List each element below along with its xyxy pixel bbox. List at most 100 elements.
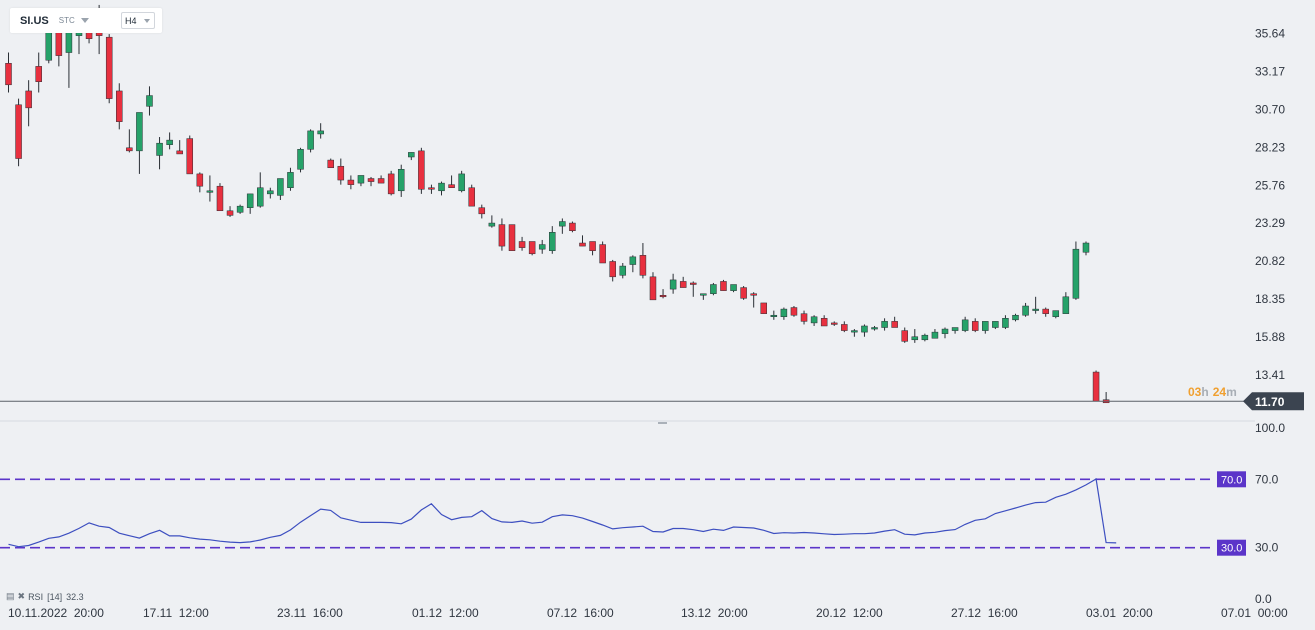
candle-up — [982, 321, 989, 331]
chevron-down-icon — [144, 18, 150, 23]
indicator-name: RSI — [28, 591, 44, 602]
candle-down — [15, 104, 22, 159]
candle-down — [579, 242, 586, 247]
candle-down — [105, 36, 113, 99]
candle-up — [236, 205, 244, 213]
time-tick-label: 17.11 12:00 — [143, 606, 209, 620]
candle-down — [760, 302, 767, 314]
candle-up — [559, 221, 566, 227]
candle-down — [569, 222, 576, 231]
candle-down — [690, 282, 697, 285]
candle-up — [538, 244, 546, 250]
candle-down — [196, 173, 204, 187]
time-tick-label: 07.12 16:00 — [547, 606, 614, 620]
last-price-label: 11.70 — [1243, 392, 1304, 411]
candle-down — [498, 224, 506, 247]
candle-down — [387, 173, 395, 195]
candle-up — [357, 175, 365, 184]
candle-up — [287, 172, 294, 188]
time-tick-label: 10.11.2022 20:00 — [8, 606, 104, 620]
candle-up — [488, 222, 496, 227]
pane-resize-handle[interactable] — [658, 422, 667, 424]
candle-up — [992, 321, 999, 328]
candle-up — [1062, 296, 1070, 314]
candle-up — [881, 321, 888, 328]
candle-up — [669, 279, 677, 290]
candle-up — [619, 265, 627, 276]
rsi-level-label: 70.0 — [1221, 474, 1242, 486]
candle-down — [176, 150, 183, 155]
candle-down — [216, 185, 224, 212]
candle-down — [1042, 308, 1049, 314]
candle-down — [740, 287, 747, 299]
time-tick-label: 13.12 20:00 — [681, 606, 748, 620]
time-tick-label: 27.12 16:00 — [951, 606, 1018, 620]
symbol-label[interactable]: SI.US — [20, 14, 49, 27]
time-tick-label: 03.01 20:00 — [1086, 606, 1153, 620]
candle-down — [589, 241, 596, 251]
candle-up — [700, 293, 707, 296]
rsi-level-label: 30.0 — [1221, 543, 1242, 555]
candle-up — [730, 284, 737, 291]
rsi-tick-label: 30.0 — [1255, 541, 1279, 555]
candle-down — [649, 276, 657, 301]
indicator-value: 32.3 — [66, 591, 84, 602]
candle-up — [246, 193, 254, 208]
candle-up — [1032, 308, 1039, 311]
candle-up — [961, 319, 969, 331]
candle-down — [830, 322, 838, 325]
price-candles — [5, 4, 1110, 404]
candle-down — [35, 66, 42, 82]
last-price-value: 11.70 — [1255, 395, 1285, 409]
close-icon[interactable]: ✖ — [17, 591, 26, 601]
candle-up — [136, 112, 143, 152]
candle-up — [408, 152, 415, 158]
time-tick-label: 01.12 12:00 — [412, 606, 479, 620]
candle-up — [297, 149, 304, 170]
candle-up — [257, 187, 264, 207]
candle-down — [5, 63, 12, 86]
candle-up — [1082, 242, 1090, 253]
rsi-level-badge — [1217, 539, 1246, 556]
price-tick-label: 25.76 — [1255, 178, 1285, 192]
candle-up — [810, 316, 818, 324]
time-axis[interactable]: 10.11.2022 20:00 17.11 12:00 23.11 16:00 01… — [8, 606, 1288, 620]
candle-up — [267, 190, 274, 195]
candle-up — [277, 178, 284, 196]
candle-down — [468, 187, 475, 207]
candle-down — [367, 178, 375, 182]
price-tick-label: 30.70 — [1255, 102, 1285, 116]
time-tick-label: 23.11 16:00 — [277, 606, 343, 620]
candle-down — [720, 281, 727, 291]
price-tick-label: 18.35 — [1255, 292, 1285, 306]
price-tick-label: 15.88 — [1255, 330, 1285, 344]
rsi-tick-label: 100.0 — [1255, 421, 1285, 435]
chevron-down-icon[interactable] — [80, 18, 89, 23]
candle-up — [166, 139, 173, 145]
settings-icon[interactable]: ▤ — [6, 591, 15, 601]
price-axis[interactable]: 35.64 33.17 30.70 28.23 25.76 23.29 20.82 18.35… — [1255, 26, 1285, 381]
price-tick-label: 28.23 — [1255, 140, 1285, 154]
candle-down — [116, 90, 123, 122]
candle-down — [377, 178, 385, 184]
timeframe-value: H4 — [125, 15, 137, 26]
timeframe-select[interactable]: H4 — [121, 12, 155, 29]
candle-up — [438, 182, 445, 192]
countdown-hours-unit: h — [1201, 385, 1208, 399]
candle-down — [428, 187, 435, 190]
candle-up — [710, 284, 717, 294]
candle-down — [528, 241, 536, 255]
candle-down — [478, 207, 486, 215]
candle-down — [599, 244, 606, 264]
candle-down — [800, 313, 808, 322]
price-tick-label: 20.82 — [1255, 254, 1285, 268]
indicator-legend: ▤ ✖ RSI [14] 32.3 — [6, 591, 88, 602]
asset-class-label[interactable]: STC — [58, 16, 75, 25]
rsi-axis[interactable]: 100.0 70.0 30.0 0.0 — [1255, 421, 1285, 606]
candle-up — [861, 325, 868, 333]
time-tick-label: 20.12 12:00 — [816, 606, 883, 620]
candle-up — [1002, 318, 1009, 328]
candle-up — [941, 328, 949, 334]
candle-up — [770, 314, 778, 317]
